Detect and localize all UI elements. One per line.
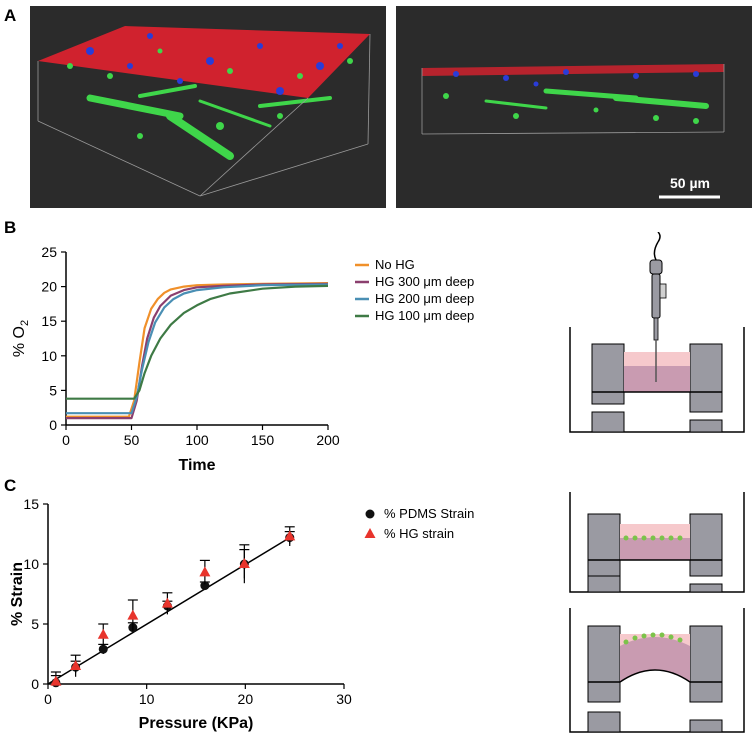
data-point-hg xyxy=(284,530,296,541)
x-tick-label: 20 xyxy=(238,691,254,707)
fit-line xyxy=(47,536,291,685)
microscopy-image-left xyxy=(30,6,386,208)
data-point-hg xyxy=(161,597,173,608)
x-tick-label: 10 xyxy=(139,691,155,707)
series-line-3 xyxy=(66,283,329,415)
oxygen-line-chart: 0 50 100 150 200 0 5 10 15 20 25 Time % O2 No HG HG 30… xyxy=(11,244,474,474)
x-tick-label: 0 xyxy=(62,432,70,448)
scale-bar-label: 50 µm xyxy=(670,175,710,191)
data-point-hg xyxy=(127,609,139,620)
data-point-hg xyxy=(97,628,109,639)
data-point-hg xyxy=(70,660,82,670)
x-axis-label: Pressure (KPa) xyxy=(139,715,254,732)
y-tick-label: 5 xyxy=(31,616,39,632)
y-tick-label: 10 xyxy=(41,348,57,364)
y-tick-label: 15 xyxy=(23,496,39,512)
data-point-hg xyxy=(238,558,250,568)
microscopy-image-right: 50 µm xyxy=(396,6,752,208)
y-tick-label: 20 xyxy=(41,279,57,295)
y-tick-label: 0 xyxy=(31,676,39,692)
data-point-hg xyxy=(199,566,211,577)
x-axis-label: Time xyxy=(178,457,215,474)
y-tick-label: 5 xyxy=(49,382,57,398)
x-tick-label: 50 xyxy=(124,432,140,448)
x-tick-label: 0 xyxy=(44,691,52,707)
legend-label-3: HG 200 μm deep xyxy=(375,291,474,306)
y-tick-label: 10 xyxy=(23,556,39,572)
y-axis-label: % O2 xyxy=(11,320,31,357)
data-point-pdms xyxy=(98,644,108,654)
legend-label-2: HG 300 μm deep xyxy=(375,274,474,289)
legend-label-1: No HG xyxy=(375,257,415,272)
y-axis-label: % Strain xyxy=(9,562,26,626)
x-tick-label: 30 xyxy=(336,691,352,707)
oxygen-probe-schematic xyxy=(569,232,745,433)
x-tick-label: 150 xyxy=(251,432,275,448)
deformed-membrane-schematic xyxy=(569,608,745,733)
legend-label-2: % HG strain xyxy=(384,526,454,541)
flat-membrane-schematic xyxy=(569,492,745,593)
legend-label-1: % PDMS Strain xyxy=(384,506,474,521)
y-tick-label: 15 xyxy=(41,313,57,329)
data-point-hg xyxy=(50,675,62,686)
legend-marker-2 xyxy=(364,528,376,538)
legend-marker-1 xyxy=(365,509,375,519)
y-tick-label: 25 xyxy=(41,244,57,260)
legend-label-4: HG 100 μm deep xyxy=(375,308,474,323)
series-line-4 xyxy=(66,284,329,400)
series-line-1 xyxy=(66,282,329,418)
strain-scatter-chart: 0 10 20 30 0 5 10 15 Pressure (KPa) % Strain % PDM… xyxy=(9,496,474,732)
x-tick-label: 200 xyxy=(316,432,340,448)
data-point-pdms xyxy=(200,581,210,591)
y-tick-label: 0 xyxy=(49,417,57,433)
panel-a-letter: A xyxy=(4,6,17,25)
x-tick-label: 100 xyxy=(185,432,209,448)
panel-b-letter: B xyxy=(4,218,17,237)
panel-c-letter: C xyxy=(4,476,17,495)
